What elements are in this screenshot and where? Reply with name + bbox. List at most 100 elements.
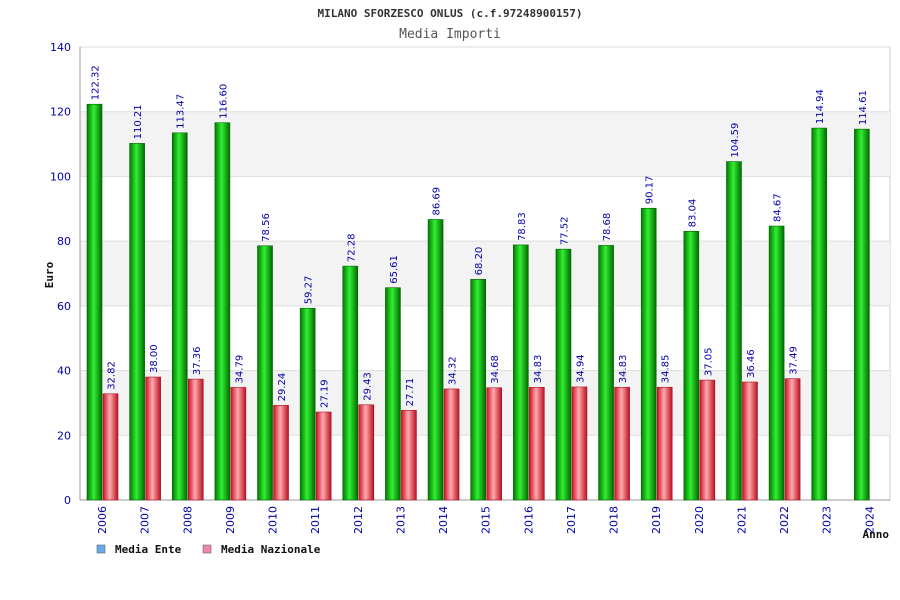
x-tick-label: 2007 <box>139 506 152 534</box>
data-label: 29.24 <box>277 373 288 402</box>
data-label: 34.68 <box>490 355 501 384</box>
data-label: 27.19 <box>320 379 331 408</box>
bar-media-nazionale <box>443 388 460 501</box>
data-label: 116.60 <box>218 84 229 119</box>
bar-media-nazionale <box>529 387 545 501</box>
bar-media-ente <box>513 244 529 501</box>
data-label: 68.20 <box>474 247 485 276</box>
data-label: 72.28 <box>346 233 357 262</box>
bar-media-nazionale <box>102 393 119 501</box>
data-label: 114.61 <box>858 90 869 125</box>
x-tick-label: 2013 <box>394 506 407 534</box>
bar-media-ente <box>726 161 742 501</box>
y-tick-label: 80 <box>57 235 71 248</box>
bar-media-ente <box>598 245 614 501</box>
y-tick-label: 40 <box>57 365 71 378</box>
bar-media-nazionale <box>699 379 716 501</box>
x-tick-label: 2019 <box>650 506 663 534</box>
bar-media-ente <box>683 231 700 501</box>
bar-media-ente <box>427 219 444 501</box>
bar-media-ente <box>470 279 486 501</box>
x-tick-label: 2015 <box>480 506 493 534</box>
bar-media-ente <box>385 287 401 501</box>
x-tick-label: 2023 <box>821 506 834 534</box>
bar-media-ente <box>811 127 828 501</box>
bar-media-ente <box>171 132 188 501</box>
data-label: 110.21 <box>133 104 144 139</box>
bar-media-ente <box>854 128 870 501</box>
data-label: 78.83 <box>517 212 528 241</box>
data-label: 34.94 <box>575 354 586 383</box>
bar-media-nazionale <box>571 386 588 501</box>
bar-media-nazionale <box>273 405 289 501</box>
data-label: 34.32 <box>448 356 459 385</box>
bar-media-nazionale <box>401 410 417 501</box>
bar-media-ente <box>86 103 103 501</box>
x-tick-label: 2006 <box>96 506 109 534</box>
data-label: 37.49 <box>789 346 800 375</box>
legend: Media Ente Media Nazionale <box>96 543 321 556</box>
chart-subtitle: Media Importi <box>399 27 501 42</box>
bar-media-nazionale <box>742 381 758 501</box>
data-label: 59.27 <box>304 276 315 305</box>
y-tick-label: 20 <box>57 429 71 442</box>
legend-label: Media Ente <box>115 543 182 556</box>
x-tick-label: 2024 <box>863 506 876 534</box>
grid-band <box>80 111 890 177</box>
data-label: 34.85 <box>661 355 672 384</box>
bar-media-ente <box>257 245 273 501</box>
data-label: 34.83 <box>618 355 629 384</box>
data-label: 29.43 <box>362 372 373 401</box>
x-tick-label: 2022 <box>778 506 791 534</box>
bar-media-nazionale <box>614 387 630 501</box>
x-tick-label: 2010 <box>267 506 280 534</box>
data-label: 65.61 <box>389 255 400 284</box>
data-label: 27.71 <box>405 378 416 407</box>
bar-media-nazionale <box>145 376 161 501</box>
y-tick-label: 0 <box>64 494 71 507</box>
legend-swatch <box>202 544 212 554</box>
bar-media-nazionale <box>784 378 801 501</box>
y-tick-label: 60 <box>57 300 71 313</box>
y-axis-label: Euro <box>43 261 56 288</box>
data-label: 104.59 <box>730 123 741 158</box>
data-label: 86.69 <box>432 187 443 216</box>
x-tick-label: 2014 <box>437 506 450 534</box>
x-tick-label: 2016 <box>522 506 535 534</box>
data-label: 38.00 <box>149 344 160 373</box>
bar-media-nazionale <box>358 404 375 501</box>
y-tick-label: 120 <box>50 106 71 119</box>
legend-label: Media Nazionale <box>221 543 321 556</box>
bar-media-nazionale <box>486 387 502 501</box>
x-tick-label: 2009 <box>224 506 237 534</box>
data-label: 77.52 <box>559 217 570 246</box>
x-tick-label: 2012 <box>352 506 365 534</box>
bar-media-ente <box>214 122 231 501</box>
data-label: 122.32 <box>91 65 102 100</box>
data-label: 78.56 <box>261 213 272 242</box>
x-axis-label: Anno <box>863 528 890 541</box>
data-label: 34.83 <box>533 355 544 384</box>
x-tick-label: 2011 <box>309 506 322 534</box>
bar-media-nazionale <box>315 411 332 501</box>
bar-media-ente <box>768 225 785 501</box>
bar-media-nazionale <box>230 387 247 501</box>
data-label: 90.17 <box>645 176 656 205</box>
y-tick-label: 140 <box>50 41 71 54</box>
data-label: 113.47 <box>176 94 187 129</box>
bar-media-ente <box>640 207 657 501</box>
data-label: 78.68 <box>602 213 613 242</box>
data-label: 83.04 <box>687 199 698 228</box>
data-label: 32.82 <box>107 361 118 390</box>
x-tick-label: 2021 <box>735 506 748 534</box>
x-axis-ticks: 2006 2007 2008 2009 2010 2011 2012 2013 2014 2015… <box>96 506 876 534</box>
x-tick-label: 2020 <box>693 506 706 534</box>
x-tick-label: 2008 <box>181 506 194 534</box>
bar-media-nazionale <box>656 386 673 501</box>
data-label: 114.94 <box>815 89 826 124</box>
legend-swatch <box>96 544 106 554</box>
bars: 122.32 32.82 110.21 38.00 113.47 37.36 116.60 3… <box>86 65 870 501</box>
data-label: 84.67 <box>773 193 784 222</box>
bar-media-ente <box>129 143 145 501</box>
